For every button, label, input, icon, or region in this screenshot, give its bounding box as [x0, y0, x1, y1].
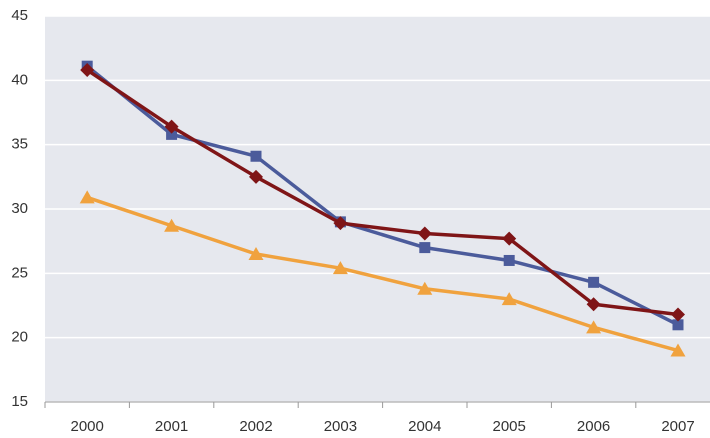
marker	[419, 242, 431, 254]
marker	[417, 226, 432, 241]
marker	[249, 169, 263, 184]
marker	[417, 281, 433, 295]
marker	[502, 231, 517, 246]
y-tick-label: 30	[11, 200, 28, 217]
marker	[586, 297, 601, 312]
marker	[671, 307, 685, 322]
y-tick-label: 20	[11, 329, 28, 346]
series-line	[86, 64, 679, 327]
marker	[672, 319, 684, 331]
marker	[332, 261, 348, 275]
y-tick-label: 45	[11, 7, 28, 24]
marker	[248, 247, 264, 261]
x-tick-label: 2001	[155, 418, 188, 435]
y-tick-label: 35	[11, 136, 28, 153]
marker	[586, 320, 602, 334]
marker	[80, 63, 95, 78]
series-line	[86, 68, 679, 317]
y-tick-label: 15	[11, 393, 28, 410]
x-tick-label: 2003	[324, 418, 357, 435]
marker	[164, 218, 180, 232]
x-tick-label: 2002	[239, 418, 272, 435]
x-tick-label: 2005	[493, 418, 526, 435]
marker	[79, 190, 95, 204]
marker	[670, 343, 686, 357]
marker	[250, 150, 262, 162]
y-tick-label: 25	[11, 264, 28, 281]
marker	[164, 119, 179, 134]
marker	[166, 128, 178, 140]
x-tick-label: 2004	[408, 418, 441, 435]
y-tick-label: 40	[11, 71, 28, 88]
marker	[333, 216, 348, 231]
marker	[501, 292, 517, 306]
marker	[503, 254, 515, 266]
x-tick-label: 2000	[71, 418, 104, 435]
series-line	[86, 195, 679, 353]
x-tick-label: 2007	[661, 418, 694, 435]
marker	[588, 276, 600, 288]
x-tick-label: 2006	[577, 418, 610, 435]
